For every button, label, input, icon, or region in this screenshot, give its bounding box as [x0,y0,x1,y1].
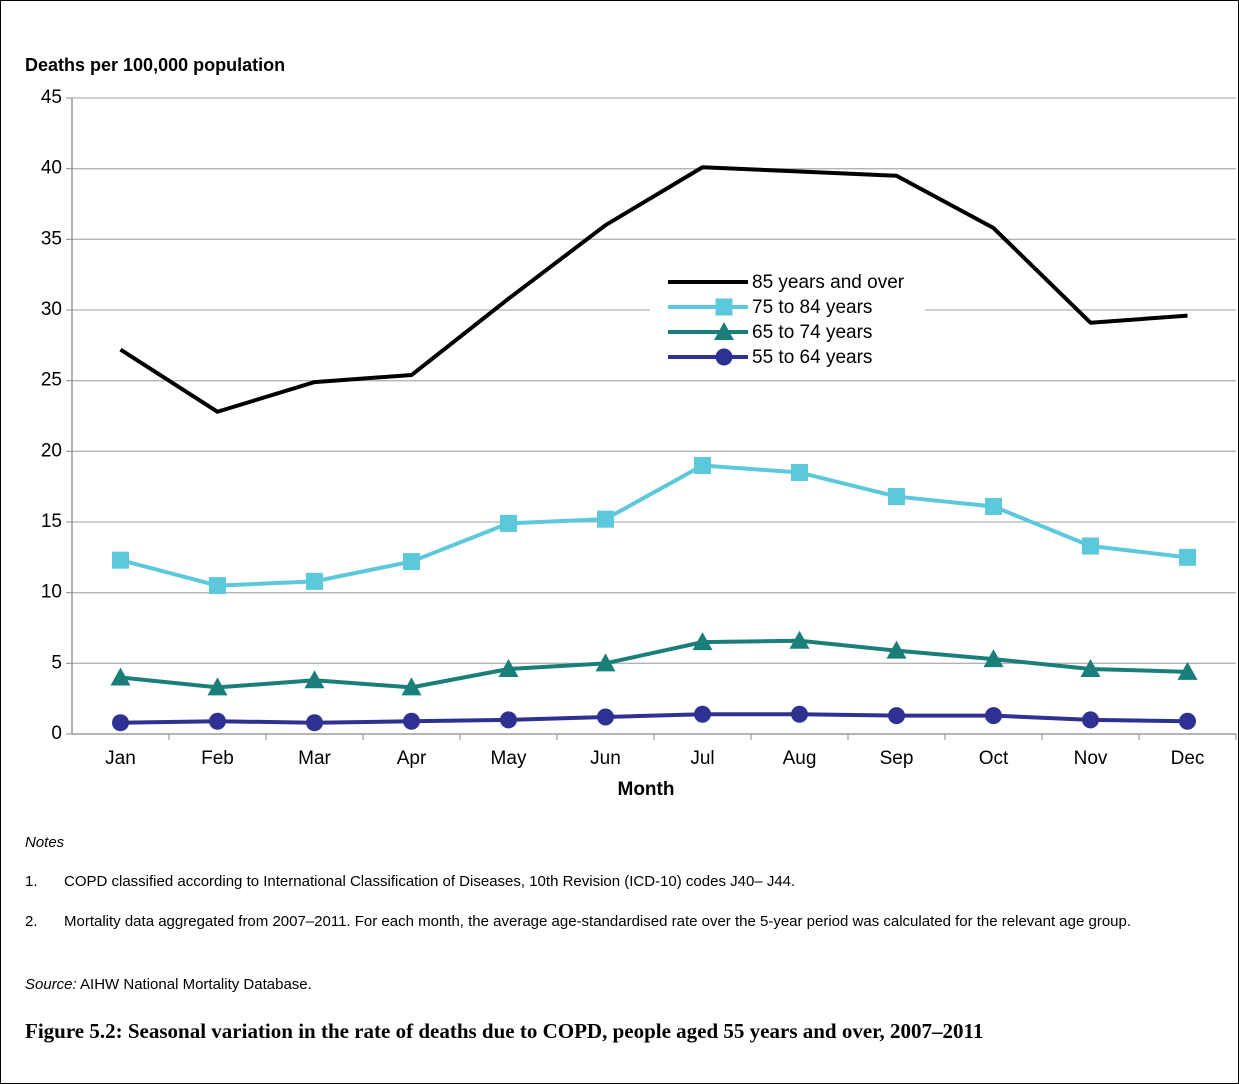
x-tick-label: Mar [298,748,331,769]
note: 1. COPD classified according to Internat… [0,870,1239,894]
marker [985,497,1002,515]
y-tick-label: 0 [51,723,62,744]
marker [403,553,420,571]
marker [888,707,905,725]
marker [403,712,420,730]
marker [1179,712,1196,730]
marker [694,456,711,474]
x-tick-label: Jun [590,748,621,769]
marker [207,677,228,696]
marker [985,707,1002,725]
y-tick-label: 10 [41,582,62,603]
x-tick-label: Aug [783,748,817,769]
x-tick-label: Oct [979,748,1009,769]
x-tick-label: May [491,748,527,769]
marker [1177,661,1198,680]
x-tick-label: Jan [105,748,136,769]
x-tick-label: Dec [1171,748,1205,769]
marker [401,677,422,696]
source-label: Source: [25,976,77,993]
x-tick-label: Apr [397,748,427,769]
marker [500,514,517,532]
y-tick-label: 25 [41,370,62,391]
source-text: AIHW National Mortality Database. [80,976,312,993]
marker [714,322,734,340]
marker [791,464,808,482]
y-tick-label: 45 [41,87,62,108]
note: 2. Mortality data aggregated from 2007–2… [0,910,1239,958]
source: Source: AIHW National Mortality Database… [25,973,312,996]
x-tick-label: Nov [1074,748,1108,769]
marker [791,705,808,723]
chart: Deaths per 100,000 population Month 0 5 10… [25,55,1237,800]
y-axis-label: Deaths per 100,000 population [25,55,285,75]
marker [306,714,323,732]
marker [500,711,517,729]
marker [1082,537,1099,555]
notes-heading: Notes [25,834,65,851]
marker [306,572,323,590]
marker [789,630,810,649]
marker [983,649,1004,668]
series-line [119,463,1188,588]
y-tick-label: 30 [41,299,62,320]
marker [597,708,614,726]
y-tick-label: 15 [41,511,62,532]
marker [304,670,325,689]
note-number: 2. [25,913,38,930]
y-tick-label: 5 [51,652,62,673]
x-tick-label: Feb [201,748,234,769]
marker [886,640,907,659]
marker [888,488,905,506]
marker [1179,548,1196,566]
x-tick-label: Sep [880,748,914,769]
y-tick-label: 40 [41,158,62,179]
legend-label: 75 to 84 years [752,297,872,318]
marker [110,667,131,686]
note-text: COPD classified according to Internation… [64,873,796,890]
marker [715,348,733,366]
y-tick-label: 20 [41,440,62,461]
y-tick-label: 35 [41,228,62,249]
marker [498,658,519,677]
marker [692,632,713,651]
series-line [120,638,1188,690]
marker [1082,711,1099,729]
grid [72,97,1236,664]
marker [1080,658,1101,677]
marker [112,714,129,732]
series-line [119,165,1188,414]
marker [209,712,226,730]
caption: Figure 5.2: Seasonal variation in the ra… [25,1019,984,1043]
marker [595,653,616,672]
marker [694,705,711,723]
marker [112,551,129,569]
note-text: Mortality data aggregated from 2007–2011… [64,913,1132,930]
marker [209,577,226,595]
marker [715,298,733,316]
legend-label: 85 years and over [752,272,905,293]
legend-label: 65 to 74 years [752,322,872,343]
x-tick-label: Jul [690,748,714,769]
legend-label: 55 to 64 years [752,347,872,368]
marker [597,510,614,528]
x-axis-label: Month [618,779,675,800]
note-number: 1. [25,873,38,890]
series-line [120,712,1188,725]
